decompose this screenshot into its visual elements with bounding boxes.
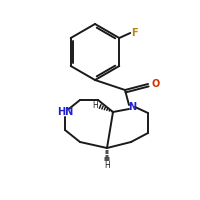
Text: HN: HN	[57, 107, 73, 117]
Text: N: N	[128, 102, 136, 112]
Text: H: H	[92, 100, 98, 110]
Text: H: H	[104, 160, 110, 170]
Text: O: O	[152, 79, 160, 89]
Text: F: F	[131, 28, 138, 38]
